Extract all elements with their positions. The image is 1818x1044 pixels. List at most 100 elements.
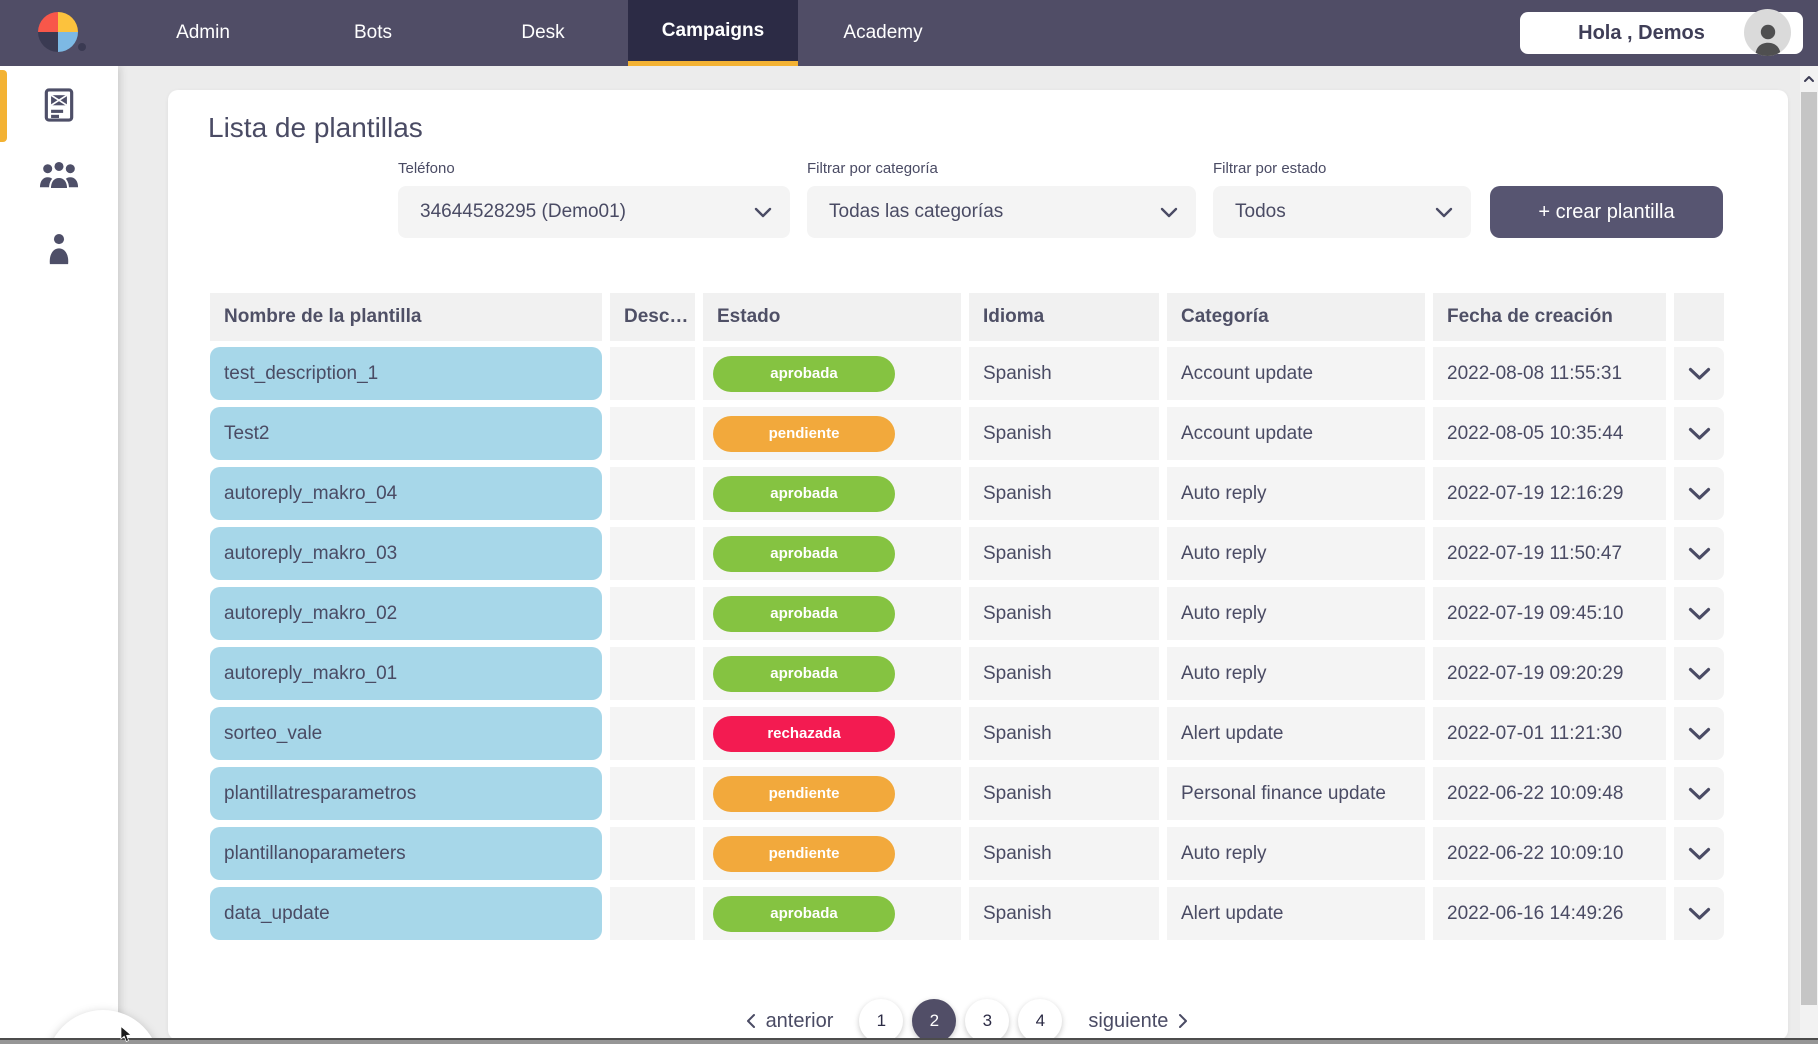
chevron-down-icon	[1688, 427, 1710, 440]
expand-row-button[interactable]	[1674, 407, 1724, 460]
template-name-cell[interactable]: autoreply_makro_02	[210, 587, 602, 640]
sidebar-active-indicator	[0, 70, 7, 142]
previous-page-button[interactable]: anterior	[746, 1010, 833, 1033]
language-cell: Spanish	[969, 767, 1159, 820]
scrollbar-thumb[interactable]	[1801, 92, 1817, 1005]
chevron-down-icon	[1688, 727, 1710, 740]
expand-row-button[interactable]	[1674, 647, 1724, 700]
template-name-cell[interactable]: test_description_1	[210, 347, 602, 400]
table-row: test_description_1 aprobada Spanish Account…	[210, 347, 1724, 400]
tab-desk[interactable]: Desk	[521, 22, 565, 43]
template-name-cell[interactable]: sorteo_vale	[210, 707, 602, 760]
description-cell	[610, 887, 695, 940]
mouse-cursor	[120, 1025, 133, 1044]
scroll-up-button[interactable]	[1800, 66, 1818, 92]
template-name-cell[interactable]: autoreply_makro_04	[210, 467, 602, 520]
template-name-cell[interactable]: data_update	[210, 887, 602, 940]
logo-dot	[78, 43, 86, 51]
top-navigation-bar: Admin Bots Desk Campaigns Academy Hola , Dem…	[0, 0, 1818, 66]
status-select-value: Todos	[1235, 201, 1286, 222]
page-button-3[interactable]: 3	[965, 999, 1010, 1043]
chevron-down-icon	[1688, 667, 1710, 680]
user-avatar[interactable]	[1744, 9, 1791, 56]
template-name-cell[interactable]: autoreply_makro_01	[210, 647, 602, 700]
sidebar-item-contacts[interactable]	[0, 159, 118, 193]
page-button-1[interactable]: 1	[859, 999, 904, 1043]
user-menu[interactable]: Hola , Demos	[1520, 9, 1803, 56]
expand-row-button[interactable]	[1674, 887, 1724, 940]
template-name-cell[interactable]: Test2	[210, 407, 602, 460]
language-cell: Spanish	[969, 827, 1159, 880]
language-cell: Spanish	[969, 707, 1159, 760]
expand-row-button[interactable]	[1674, 767, 1724, 820]
status-cell: aprobada	[703, 467, 961, 520]
column-header-6	[1674, 293, 1724, 341]
table-row: plantillatresparametros pendiente Spanish P…	[210, 767, 1724, 820]
status-filter-label: Filtrar por estado	[1213, 160, 1327, 177]
status-badge: rechazada	[713, 715, 895, 752]
app-logo[interactable]	[38, 12, 90, 56]
table-row: plantillanoparameters pendiente Spanish Aut…	[210, 827, 1724, 880]
table-body: test_description_1 aprobada Spanish Account…	[210, 347, 1724, 940]
status-cell: aprobada	[703, 347, 961, 400]
table-row: sorteo_vale rechazada Spanish Alert update 2…	[210, 707, 1724, 760]
expand-row-button[interactable]	[1674, 527, 1724, 580]
page-button-2[interactable]: 2	[912, 999, 957, 1043]
tab-admin[interactable]: Admin	[176, 22, 230, 43]
expand-row-button[interactable]	[1674, 587, 1724, 640]
phone-select[interactable]: 34644528295 (Demo01)	[398, 186, 790, 238]
template-name-cell[interactable]: autoreply_makro_03	[210, 527, 602, 580]
create-template-button[interactable]: + crear plantilla	[1490, 186, 1723, 238]
page-button-4[interactable]: 4	[1018, 999, 1063, 1043]
person-silhouette-icon	[1754, 24, 1781, 56]
column-header-4: Categoría	[1167, 293, 1425, 341]
page-title: Lista de plantillas	[208, 112, 423, 143]
status-badge: aprobada	[713, 655, 895, 692]
created-date-cell: 2022-08-05 10:35:44	[1433, 407, 1666, 460]
category-select-value: Todas las categorías	[829, 201, 1004, 222]
expand-row-button[interactable]	[1674, 467, 1724, 520]
tab-bots[interactable]: Bots	[353, 22, 393, 43]
expand-row-button[interactable]	[1674, 827, 1724, 880]
column-header-5: Fecha de creación	[1433, 293, 1666, 341]
tab-academy[interactable]: Academy	[843, 22, 923, 43]
category-cell: Alert update	[1167, 707, 1425, 760]
chevron-down-icon	[1688, 907, 1710, 920]
language-cell: Spanish	[969, 527, 1159, 580]
tab-campaigns[interactable]: Campaigns	[628, 0, 798, 66]
vertical-scrollbar[interactable]	[1800, 66, 1818, 1044]
language-cell: Spanish	[969, 587, 1159, 640]
category-cell: Auto reply	[1167, 467, 1425, 520]
category-cell: Alert update	[1167, 887, 1425, 940]
expand-row-button[interactable]	[1674, 347, 1724, 400]
left-sidebar	[0, 66, 118, 1044]
sidebar-item-profile[interactable]	[0, 233, 118, 265]
language-cell: Spanish	[969, 467, 1159, 520]
created-date-cell: 2022-07-01 11:21:30	[1433, 707, 1666, 760]
expand-row-button[interactable]	[1674, 707, 1724, 760]
status-cell: pendiente	[703, 407, 961, 460]
next-page-button[interactable]: siguiente	[1088, 1010, 1188, 1033]
status-badge: pendiente	[713, 415, 895, 452]
template-name-cell[interactable]: plantillanoparameters	[210, 827, 602, 880]
template-name-cell[interactable]: plantillatresparametros	[210, 767, 602, 820]
chevron-left-icon	[746, 1014, 755, 1028]
description-cell	[610, 827, 695, 880]
category-select[interactable]: Todas las categorías	[807, 186, 1196, 238]
description-cell	[610, 467, 695, 520]
chevron-down-icon	[1688, 607, 1710, 620]
chevron-down-icon	[1688, 487, 1710, 500]
table-row: autoreply_makro_01 aprobada Spanish Auto re…	[210, 647, 1724, 700]
greeting-label: Hola , Demos	[1578, 21, 1705, 44]
status-select[interactable]: Todos	[1213, 186, 1471, 238]
status-cell: pendiente	[703, 827, 961, 880]
sidebar-item-templates[interactable]	[0, 86, 118, 124]
chevron-down-icon	[1435, 207, 1453, 218]
status-cell: rechazada	[703, 707, 961, 760]
status-badge: aprobada	[713, 475, 895, 512]
status-cell: aprobada	[703, 887, 961, 940]
created-date-cell: 2022-08-08 11:55:31	[1433, 347, 1666, 400]
chevron-down-icon	[754, 207, 772, 218]
created-date-cell: 2022-06-16 14:49:26	[1433, 887, 1666, 940]
